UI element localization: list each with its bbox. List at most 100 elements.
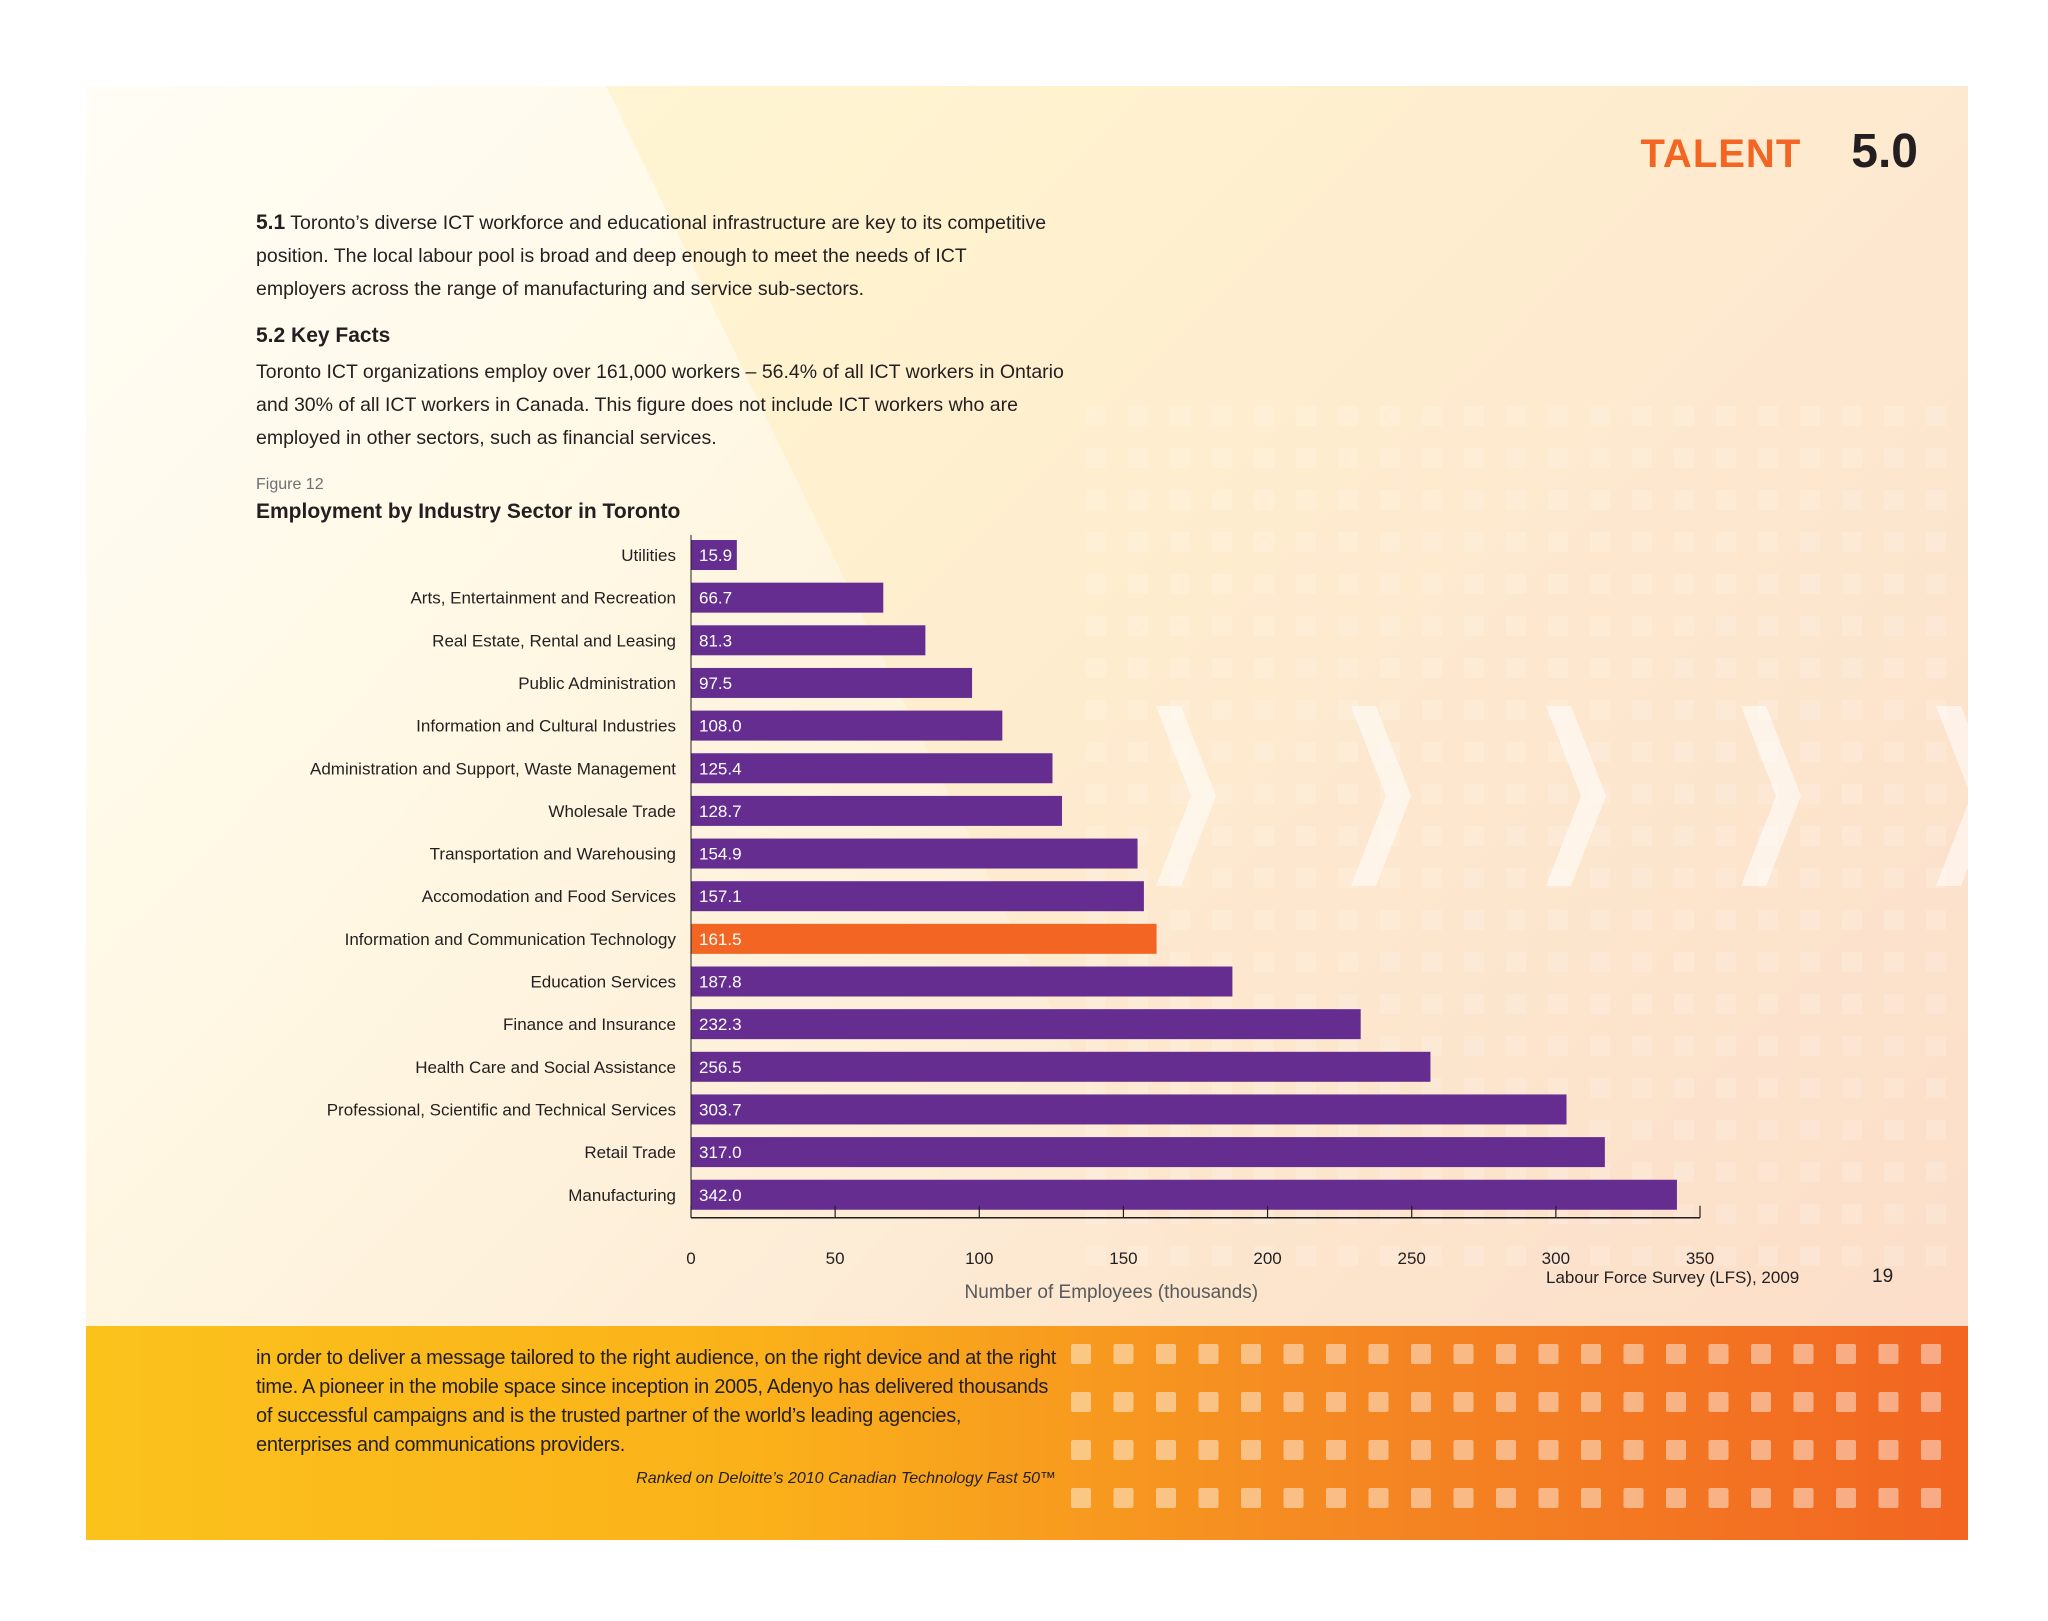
bg-dot: [1674, 784, 1694, 804]
band-dot: [1283, 1392, 1304, 1412]
bg-dot: [1842, 742, 1862, 762]
intro-text: Toronto’s diverse ICT workforce and educ…: [256, 212, 1047, 300]
bar-value-label: 342.0: [699, 1186, 742, 1205]
bg-dot: [1254, 1036, 1274, 1056]
bg-dot: [1884, 1246, 1904, 1266]
bg-dot: [1884, 1204, 1904, 1224]
bg-dot: [1464, 700, 1484, 720]
bg-dot: [1884, 658, 1904, 678]
bg-dot: [1296, 784, 1316, 804]
bg-dot: [1128, 1036, 1148, 1056]
key-facts-text: Toronto ICT organizations employ over 16…: [256, 361, 1064, 449]
band-dot: [1496, 1392, 1516, 1412]
bg-dot: [1506, 1078, 1526, 1098]
bg-dot: [1674, 700, 1694, 720]
bg-dot: [1716, 1036, 1736, 1056]
band-dot: [1538, 1440, 1559, 1460]
band-dot: [1581, 1488, 1601, 1508]
bg-dot: [1170, 1246, 1190, 1266]
bar: [691, 625, 926, 656]
bg-dot: [1590, 532, 1610, 552]
bg-dot: [1674, 742, 1694, 762]
bg-dot: [1212, 994, 1232, 1014]
bg-dot: [1338, 1078, 1358, 1098]
band-dot: [1411, 1488, 1431, 1508]
bar-chart: 15.9 Utilities 66.7 Arts, Entertainment and…: [310, 535, 1714, 1303]
bg-dot: [1380, 616, 1400, 636]
bar-value-label: 303.7: [699, 1100, 742, 1119]
bg-dot: [1296, 1246, 1316, 1266]
band-dot: [1283, 1344, 1304, 1364]
bg-dot: [1422, 910, 1442, 930]
band-dot: [1878, 1344, 1899, 1364]
band-dot: [1071, 1440, 1091, 1460]
bg-dot: [1548, 910, 1568, 930]
bg-dot: [1338, 700, 1358, 720]
bg-dot: [1716, 490, 1736, 510]
bg-dot: [1842, 700, 1862, 720]
band-dot: [1581, 1440, 1601, 1460]
bar: [691, 753, 1053, 784]
bar-value-label: 157.1: [699, 887, 742, 906]
bg-dot: [1506, 406, 1526, 426]
bg-dot: [1212, 490, 1232, 510]
category-label: Health Care and Social Assistance: [415, 1058, 676, 1077]
bg-dot: [1842, 868, 1862, 888]
bg-dot: [1422, 448, 1442, 468]
bg-dot: [1296, 490, 1316, 510]
bg-dot: [1758, 1120, 1778, 1140]
bg-dot: [1716, 868, 1736, 888]
bg-dot: [1296, 574, 1316, 594]
bg-dot: [1548, 784, 1568, 804]
band-dot: [1071, 1344, 1091, 1364]
bg-dot: [1716, 910, 1736, 930]
bg-dot: [1758, 406, 1778, 426]
band-dot: [1623, 1344, 1644, 1364]
bg-dot: [1674, 1120, 1694, 1140]
bg-dot: [1800, 574, 1820, 594]
bg-dot: [1212, 406, 1232, 426]
bg-dot: [1254, 742, 1274, 762]
bar: [691, 540, 737, 570]
bg-dot: [1842, 1120, 1862, 1140]
bg-dot: [1338, 994, 1358, 1014]
page-number: 19: [1872, 1266, 1894, 1287]
bg-dot: [1170, 490, 1190, 510]
footer-band: in order to deliver a message tailored t…: [86, 1326, 1968, 1540]
bg-dot: [1506, 952, 1526, 972]
bg-dot: [1548, 1036, 1568, 1056]
band-dot: [1198, 1440, 1219, 1460]
band-dot: [1241, 1488, 1261, 1508]
x-tick-label: 150: [1109, 1249, 1137, 1268]
bg-dot: [1380, 406, 1400, 426]
bg-dot: [1296, 532, 1316, 552]
bg-dot: [1464, 616, 1484, 636]
bg-dot: [1758, 616, 1778, 636]
bg-dot: [1716, 784, 1736, 804]
bg-dot: [1506, 448, 1526, 468]
bg-dot: [1674, 1162, 1694, 1182]
bg-dot: [1800, 1246, 1820, 1266]
bg-dot: [1380, 574, 1400, 594]
bg-dot: [1800, 616, 1820, 636]
bg-dot: [1842, 1162, 1862, 1182]
bg-dot: [1086, 616, 1106, 636]
bg-dot: [1590, 868, 1610, 888]
bg-dot: [1296, 700, 1316, 720]
bg-dot: [1464, 868, 1484, 888]
bg-dot: [1254, 616, 1274, 636]
band-dot: [1411, 1440, 1431, 1460]
band-dot: [1368, 1440, 1389, 1460]
bg-dot: [1926, 826, 1946, 846]
band-dot: [1071, 1488, 1091, 1508]
bg-dot: [1716, 952, 1736, 972]
bar-value-label: 15.9: [699, 546, 732, 565]
bg-dot: [1800, 1078, 1820, 1098]
bg-dot: [1212, 1120, 1232, 1140]
bg-dot: [1296, 658, 1316, 678]
bg-dot: [1212, 1246, 1232, 1266]
bg-dot: [1884, 826, 1904, 846]
bg-dot: [1296, 868, 1316, 888]
bg-dot: [1464, 742, 1484, 762]
bg-dot: [1506, 1246, 1526, 1266]
